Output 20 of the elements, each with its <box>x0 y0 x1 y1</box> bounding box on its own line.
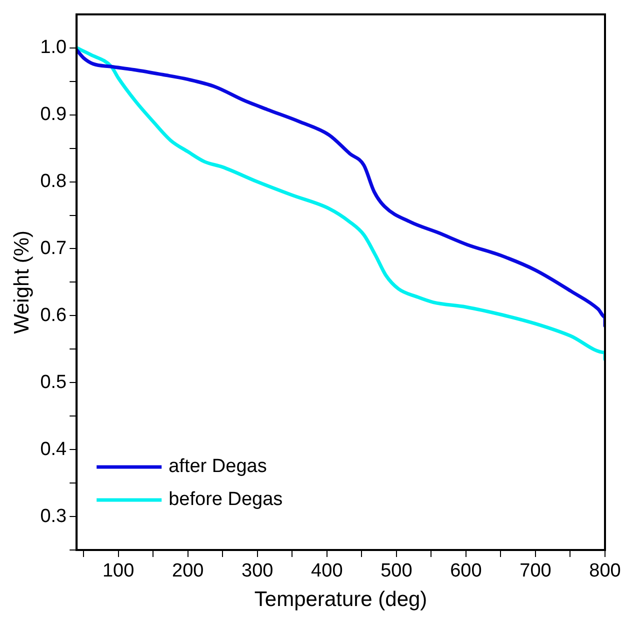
x-tick-label: 400 <box>311 560 343 582</box>
x-tick-label: 600 <box>450 560 482 582</box>
y-tick-label: 0.7 <box>40 238 67 259</box>
y-tick-label: 0.8 <box>40 171 67 192</box>
y-tick-label: 0.6 <box>40 304 67 326</box>
x-tick-label: 500 <box>380 560 412 582</box>
y-tick-label: 1.0 <box>40 37 67 58</box>
x-tick-label: 300 <box>242 560 274 582</box>
y-tick-label: 0.9 <box>40 104 67 126</box>
y-tick-label: 0.5 <box>40 372 67 393</box>
x-tick-label: 200 <box>172 560 204 582</box>
x-tick-label: 800 <box>589 560 621 582</box>
y-axis-title: Weight (%) <box>10 230 34 334</box>
x-axis-title: Temperature (deg) <box>254 588 428 612</box>
y-tick-label: 0.3 <box>40 506 67 527</box>
legend-label: after Degas <box>168 456 267 478</box>
x-tick-label: 700 <box>520 560 552 582</box>
legend-label: before Degas <box>168 489 283 510</box>
x-tick-label: 100 <box>102 560 134 582</box>
y-tick-label: 0.4 <box>40 438 68 460</box>
